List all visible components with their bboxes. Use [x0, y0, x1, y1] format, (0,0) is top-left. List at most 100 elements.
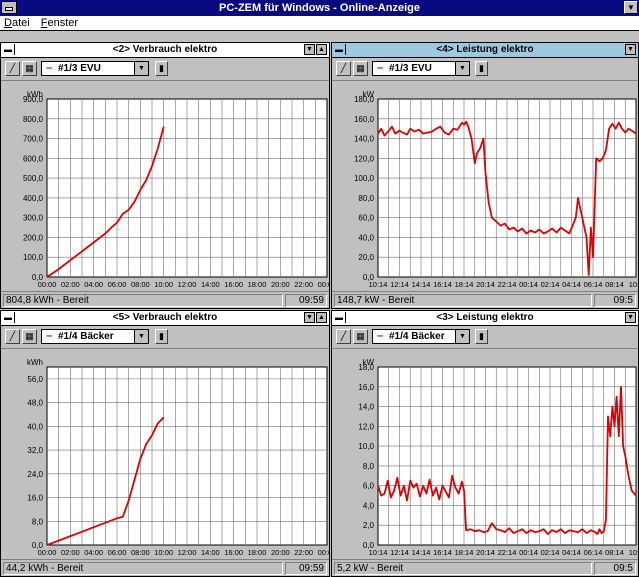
window-toolbar: ╱ ▦ – #1/4 Bäcker ▼ ▮ [332, 326, 638, 349]
menu-fenster[interactable]: Fenster [40, 17, 79, 29]
status-text: 5,2 kW - Bereit [334, 562, 592, 575]
x-tick-label: 06:14 [584, 548, 603, 557]
app-title: PC-ZEM für Windows - Online-Anzeige [219, 2, 420, 14]
chevron-down-icon[interactable]: ▼ [455, 62, 469, 75]
calculator-icon[interactable]: ▦ [353, 61, 368, 76]
chevron-down-icon[interactable]: ▼ [134, 330, 148, 343]
maximize-button[interactable]: ▲ [316, 312, 327, 323]
calculator-icon[interactable]: ▦ [22, 61, 37, 76]
chevron-down-icon[interactable]: ▼ [455, 330, 469, 343]
x-tick-label: 12:00 [178, 280, 197, 289]
y-tick-label: 700,0 [23, 135, 44, 144]
channel-select[interactable]: – #1/3 EVU ▼ [372, 61, 470, 76]
status-text: 44,2 kWh - Bereit [3, 562, 283, 575]
x-tick-label: 06:14 [584, 280, 603, 289]
maximize-button[interactable]: ▲ [316, 44, 327, 55]
chart-line-icon[interactable]: ╱ [336, 61, 351, 76]
x-tick-label: 12:14 [390, 280, 409, 289]
window-title-bar: ▬ <4> Leistung elektro ▼ [332, 43, 638, 58]
y-tick-label: 10,0 [358, 442, 374, 451]
x-tick-label: 16:00 [224, 548, 243, 557]
window-menu-icon[interactable]: ▬ [2, 44, 15, 55]
minimize-button[interactable]: ▼ [304, 44, 315, 55]
y-tick-label: 32,0 [27, 446, 43, 455]
minimize-button[interactable]: ▼ [304, 312, 315, 323]
x-tick-label: 22:14 [498, 548, 517, 557]
trash-icon[interactable]: ▮ [475, 329, 488, 344]
channel-select[interactable]: – #1/3 EVU ▼ [41, 61, 149, 76]
chart-area: kW 18,0 16,0 14,0 12,0 10,0 8,0 6,0 4,0 2,0 0,0 10:… [332, 349, 638, 559]
y-tick-label: 600,0 [23, 154, 44, 163]
window-menu-icon[interactable]: ▬ [333, 44, 346, 55]
menu-datei[interactable]: Datei [4, 17, 30, 29]
minimize-button[interactable]: ▼ [624, 1, 638, 14]
y-tick-label: 100,0 [23, 253, 44, 262]
status-time: 09:59 [285, 562, 327, 575]
y-tick-label: 140,0 [354, 135, 375, 144]
x-tick-label: 04:14 [562, 280, 581, 289]
x-tick-label: 22:14 [498, 280, 517, 289]
chevron-down-icon[interactable]: ▼ [134, 62, 148, 75]
window-toolbar: ╱ ▦ – #1/3 EVU ▼ ▮ [1, 58, 329, 81]
x-tick-label: 02:00 [61, 280, 80, 289]
x-tick-label: 00:14 [519, 280, 538, 289]
x-tick-label: 10:00 [154, 280, 173, 289]
y-tick-label: 20,0 [358, 253, 374, 262]
calculator-icon[interactable]: ▦ [22, 329, 37, 344]
y-tick-label: 56,0 [27, 375, 43, 384]
channel-select[interactable]: – #1/4 Bäcker ▼ [41, 329, 149, 344]
chart-line-icon[interactable]: ╱ [336, 329, 351, 344]
window-toolbar: ╱ ▦ – #1/4 Bäcker ▼ ▮ [1, 326, 329, 349]
window-leistung-4: ▬ <4> Leistung elektro ▼ ╱ ▦ – #1/3 EVU … [331, 42, 639, 309]
window-title: <4> Leistung elektro [436, 44, 534, 55]
x-tick-label: 08:00 [131, 548, 150, 557]
series-line [46, 126, 165, 278]
series-line [377, 120, 637, 276]
system-menu-button[interactable] [1, 1, 17, 14]
window-title: <2> Verbrauch elektro [112, 44, 218, 55]
y-tick-label: 8,0 [32, 517, 44, 526]
y-tick-label: 18,0 [358, 363, 374, 372]
chart-line-icon[interactable]: ╱ [5, 329, 20, 344]
status-text: 148,7 kW - Bereit [334, 294, 592, 307]
channel-value: #1/3 EVU [58, 63, 101, 74]
y-tick-label: 6,0 [363, 482, 375, 491]
window-leistung-3: ▬ <3> Leistung elektro ▼ ╱ ▦ – #1/4 Bäck… [331, 310, 639, 577]
trash-icon[interactable]: ▮ [155, 329, 168, 344]
channel-value: #1/3 EVU [389, 63, 432, 74]
window-title-bar: ▬ <5> Verbrauch elektro ▼ ▲ [1, 311, 329, 326]
calculator-icon[interactable]: ▦ [353, 329, 368, 344]
window-menu-icon[interactable]: ▬ [2, 312, 15, 323]
window-title-bar: ▬ <2> Verbrauch elektro ▼ ▲ [1, 43, 329, 58]
minimize-button[interactable]: ▼ [625, 44, 636, 55]
title-bar: PC-ZEM für Windows - Online-Anzeige ▼ [0, 0, 639, 16]
x-tick-label: 14:00 [201, 280, 220, 289]
trash-icon[interactable]: ▮ [475, 61, 488, 76]
y-tick-label: 60,0 [358, 214, 374, 223]
y-tick-label: 40,0 [27, 422, 43, 431]
chart-area: kWh 900,0 800,0 700,0 600,0 500,0 400,0 300,0 20… [1, 81, 329, 291]
y-tick-label: 0,0 [363, 273, 375, 282]
window-menu-icon[interactable]: ▬ [333, 312, 346, 323]
window-verbrauch-5: ▬ <5> Verbrauch elektro ▼ ▲ ╱ ▦ – #1/4 B… [0, 310, 330, 577]
channel-select[interactable]: – #1/4 Bäcker ▼ [372, 329, 470, 344]
x-tick-label: 22:00 [294, 280, 313, 289]
minimize-button[interactable]: ▼ [625, 312, 636, 323]
trash-icon[interactable]: ▮ [155, 61, 168, 76]
window-toolbar: ╱ ▦ – #1/3 EVU ▼ ▮ [332, 58, 638, 81]
x-tick-label: 20:00 [271, 548, 290, 557]
x-tick-label: 02:14 [541, 548, 560, 557]
y-tick-label: 0,0 [363, 541, 375, 550]
x-tick-label: 18:14 [455, 548, 474, 557]
x-tick-label: 10:14 [369, 548, 388, 557]
x-tick-label: 02:14 [541, 280, 560, 289]
chart-line-icon[interactable]: ╱ [5, 61, 20, 76]
x-tick-label: 08:14 [605, 548, 624, 557]
y-axis-label: kWh [27, 90, 43, 99]
x-tick-label: 00:00 [38, 548, 57, 557]
channel-value: #1/4 Bäcker [389, 331, 445, 342]
x-tick-label: 14:14 [412, 280, 431, 289]
x-tick-label: 22:00 [294, 548, 313, 557]
